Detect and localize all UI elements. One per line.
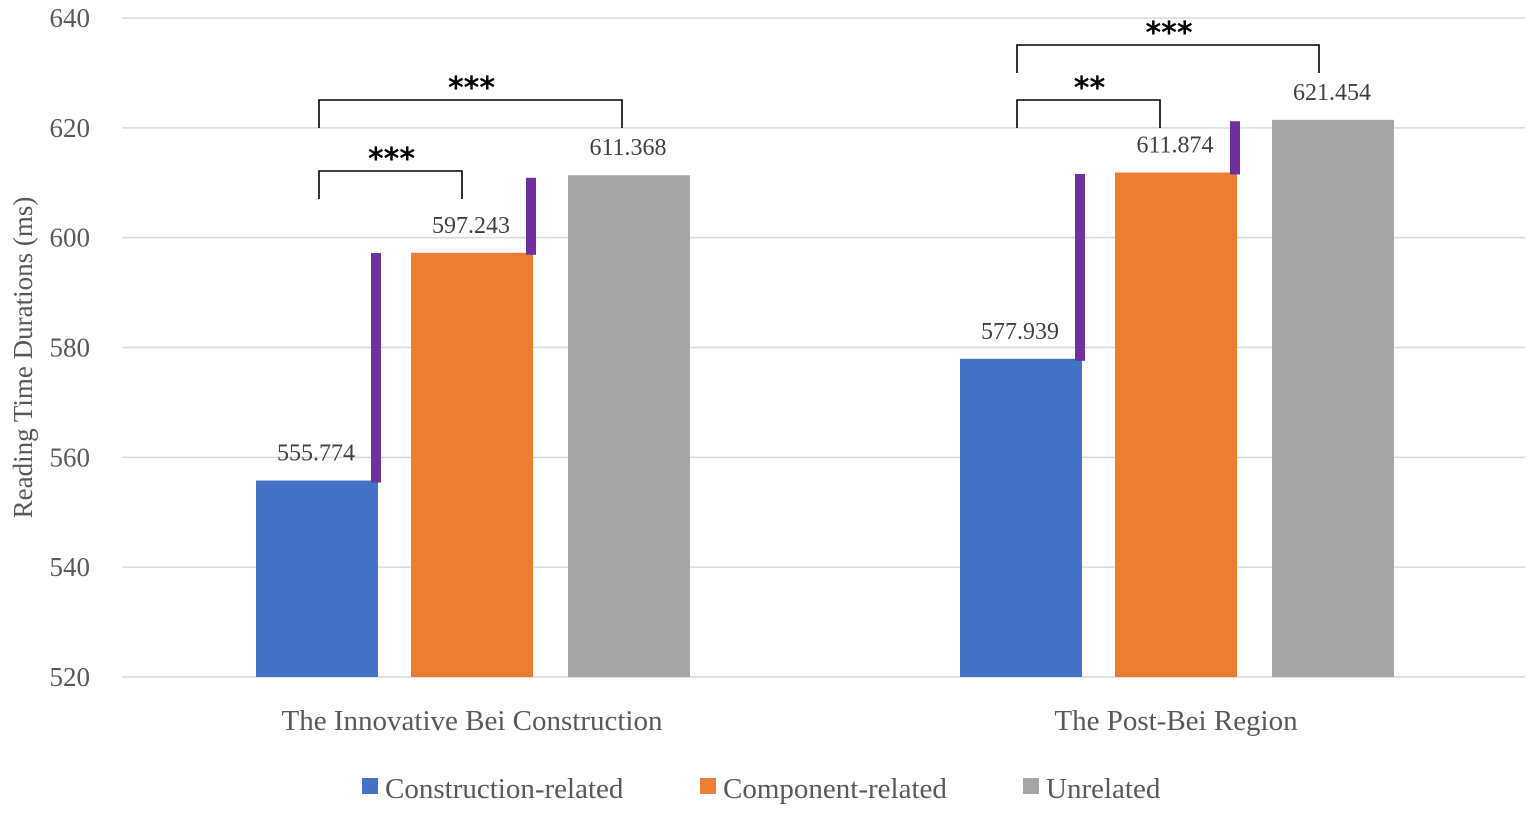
significance-label: ** — [1074, 71, 1106, 106]
bar-construction-related-1 — [960, 358, 1082, 677]
y-tick-label: 640 — [50, 3, 91, 33]
legend-label: Unrelated — [1046, 773, 1161, 805]
bar-component-related-0 — [411, 252, 533, 677]
x-category-label: The Post-Bei Region — [1054, 705, 1298, 737]
y-tick-label: 620 — [50, 113, 91, 143]
error-bar — [526, 177, 536, 255]
error-bar — [371, 253, 381, 483]
significance-label: *** — [1145, 16, 1192, 51]
error-bar — [1075, 173, 1085, 361]
legend-swatch — [362, 778, 378, 794]
y-tick-label: 540 — [50, 552, 91, 582]
error-bars — [371, 121, 1240, 483]
legend-swatch — [700, 778, 716, 794]
significance-bracket — [318, 99, 623, 128]
significance-label: *** — [448, 71, 495, 106]
y-tick-label: 520 — [50, 662, 91, 692]
error-bar — [1230, 121, 1240, 175]
significance-brackets: ****** ***** — [318, 16, 1320, 199]
y-tick-label: 580 — [50, 333, 91, 363]
significance-bracket — [318, 170, 463, 199]
significance-bracket — [1016, 44, 1320, 73]
bar-unrelated-0 — [568, 175, 690, 677]
legend-label: Component-related — [723, 773, 947, 805]
data-labels: 555.774 577.939 597.243 611.874 611.368 621.4… — [277, 80, 1371, 467]
y-axis-title: Reading Time Durations (ms) — [8, 197, 38, 519]
x-category-label: The Innovative Bei Construction — [282, 705, 663, 737]
bar-construction-related-0 — [256, 480, 378, 677]
legend-label: Construction-related — [385, 773, 624, 805]
data-label: 611.368 — [589, 135, 666, 161]
significance-label: *** — [368, 142, 415, 177]
legend-swatch — [1023, 778, 1039, 794]
data-label: 555.774 — [277, 441, 355, 467]
bars — [256, 119, 1394, 677]
data-label: 621.454 — [1293, 80, 1371, 106]
significance-bracket — [1016, 99, 1161, 128]
bar-component-related-1 — [1115, 172, 1237, 677]
y-tick-label: 560 — [50, 442, 91, 472]
y-tick-label: 600 — [50, 223, 91, 253]
legend: Construction-related Component-related Unr… — [362, 773, 1161, 805]
axes: 520 540 560 580 600 620 640 Reading Time Durati… — [8, 3, 1298, 737]
data-label: 611.874 — [1136, 132, 1213, 158]
bar-unrelated-1 — [1272, 119, 1394, 677]
data-label: 577.939 — [981, 319, 1059, 345]
data-label: 597.243 — [432, 213, 510, 239]
